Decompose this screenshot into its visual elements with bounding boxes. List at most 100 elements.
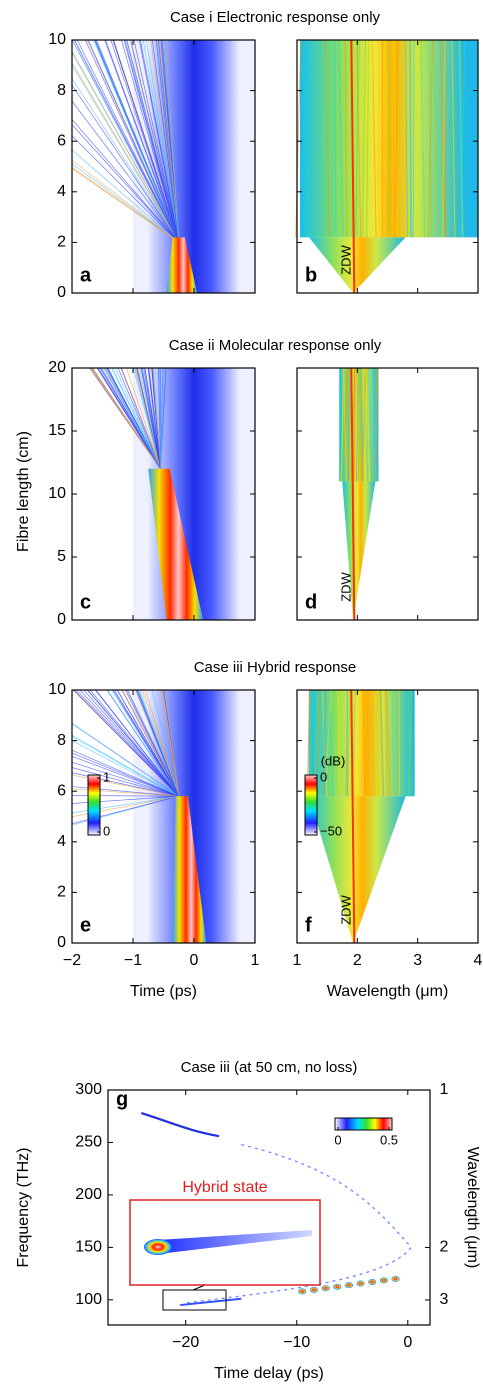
soliton-blob — [368, 1278, 377, 1285]
plot-frame — [296, 39, 479, 294]
soliton-blob — [333, 1283, 342, 1290]
plot-frame — [107, 1089, 431, 1326]
y-tick-label: 200 — [75, 1186, 102, 1203]
soliton-trace — [145, 39, 180, 243]
spectrum-stripe — [433, 39, 440, 238]
spectrum-stripe — [356, 367, 359, 482]
soliton-trace — [71, 749, 179, 797]
soliton-trace — [110, 39, 180, 243]
spectrum-stripe — [330, 689, 336, 797]
y-tick-label: 20 — [48, 359, 66, 376]
spectrum-stripe — [363, 689, 366, 797]
spectrum-stripe — [386, 689, 391, 797]
soliton-trace — [71, 85, 180, 243]
x-tick-label: −10 — [283, 1334, 310, 1351]
inset-tail — [158, 1230, 312, 1254]
soliton-trace — [127, 689, 180, 797]
y-tick-label: 300 — [75, 1081, 102, 1098]
spectrum-cone — [309, 796, 406, 943]
spectrum-stripe — [442, 39, 446, 238]
spectrum-stripe — [403, 689, 409, 797]
spectrum-stripe — [323, 39, 329, 238]
spectrum-stripe — [306, 39, 311, 238]
soliton-trace — [76, 39, 180, 243]
soliton-trace — [130, 39, 180, 243]
y2-tick-label: 1 — [440, 1081, 449, 1098]
spectrum-edge — [465, 40, 478, 238]
soliton-trace — [71, 163, 179, 243]
y-tick-label: 2 — [57, 234, 66, 251]
soliton-trace — [133, 39, 180, 243]
x-tick-label: 0 — [403, 1334, 412, 1351]
soliton-trace — [71, 167, 179, 243]
spectrum-stripe — [362, 367, 365, 482]
y-tick-label: 5 — [57, 548, 66, 565]
soliton-trace — [160, 367, 165, 469]
soliton-trace — [104, 39, 180, 243]
y-tick-label: 10 — [48, 485, 66, 502]
soliton-trace — [156, 39, 180, 243]
colorbar-tick-label: 0 — [320, 769, 327, 784]
soliton-trace — [105, 367, 161, 469]
x-axis-label: Wavelength (μm) — [327, 983, 449, 1000]
spectrum-stripe — [374, 689, 377, 797]
soliton-trace — [112, 689, 180, 797]
spectrum-stripe — [364, 39, 370, 238]
panel-title: Case iii Hybrid response — [194, 659, 357, 676]
soliton-trace — [74, 39, 180, 243]
y-tick-label: 15 — [48, 422, 66, 439]
soliton-trace — [71, 52, 180, 243]
spectrum-cone — [342, 481, 376, 620]
annotation: ZDW — [338, 894, 353, 924]
spectrum-stripe — [354, 39, 360, 238]
y-tick-label: 10 — [48, 31, 66, 48]
spectrum-stripe — [324, 39, 331, 238]
soliton-trace — [151, 39, 180, 243]
spectrum-stripe — [337, 689, 341, 797]
spectrum-stripe — [358, 367, 363, 482]
x-tick-label: 0 — [190, 952, 199, 969]
soliton-trace — [84, 39, 180, 243]
annotation: ZDW — [338, 571, 353, 601]
soliton-trace — [144, 689, 180, 797]
soliton-trace — [73, 689, 179, 797]
spectrum-peak — [350, 689, 356, 944]
x-tick-label: 1 — [293, 952, 302, 969]
x-axis-label: Time (ps) — [130, 983, 197, 1000]
soliton-blob — [356, 1280, 365, 1287]
y-tick-label: 2 — [57, 884, 66, 901]
panel-title: Case iii (at 50 cm, no loss) — [181, 1059, 358, 1076]
spectrum-peak — [350, 39, 356, 294]
soliton-trace — [121, 39, 180, 243]
y-tick-label: 0 — [57, 611, 66, 628]
plot-frame — [71, 39, 256, 294]
pulse-core — [148, 468, 204, 620]
soliton-trace — [112, 367, 161, 469]
y-tick-label: 4 — [57, 183, 66, 200]
soliton-trace — [87, 689, 180, 797]
x-tick-label: 2 — [353, 952, 362, 969]
soliton-blob — [298, 1288, 307, 1295]
soliton-trace — [121, 689, 180, 797]
panel-label: e — [80, 914, 91, 936]
y2-axis-label: Wavelength (μm) — [464, 1147, 481, 1269]
y-axis-label: Frequency (THz) — [15, 1147, 32, 1267]
spectrum-stripe — [361, 367, 367, 482]
soliton-trace — [136, 689, 180, 797]
panel-label: f — [305, 914, 312, 936]
spectrum-stripe — [409, 689, 413, 797]
colorbar — [304, 774, 318, 836]
spectrum-stripe — [380, 689, 385, 797]
panel-title: Case i Electronic response only — [170, 9, 381, 26]
y2-tick-label: 2 — [440, 1239, 449, 1256]
spectrum-stripe — [404, 39, 409, 238]
y-axis-label: Fibre length (cm) — [15, 431, 32, 552]
colorbar-tick-label: 0.5 — [380, 1132, 398, 1147]
soliton-blob — [391, 1275, 400, 1282]
spectrum-stripe — [372, 367, 378, 482]
spectrum-stripe — [458, 39, 465, 238]
soliton-trace — [71, 752, 179, 797]
spectrum-stripe — [323, 689, 326, 797]
soliton-tail — [180, 1297, 242, 1307]
soliton-trace — [116, 689, 180, 797]
